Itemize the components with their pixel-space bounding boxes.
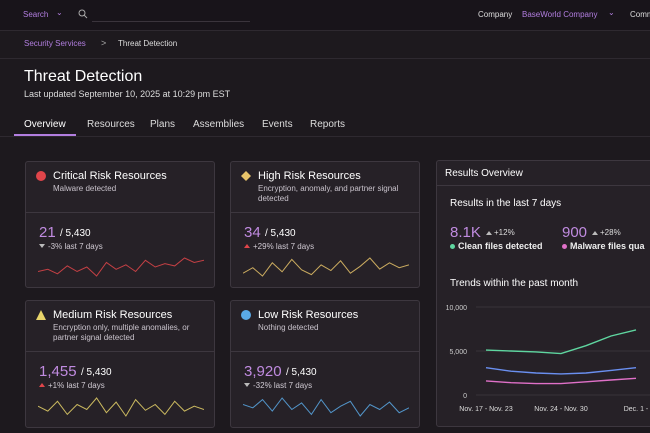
active-tab-indicator [14,134,76,136]
risk-card[interactable]: High Risk Resources Encryption, anomaly, … [230,161,420,288]
card-subtitle: Malware detected [53,184,117,193]
icon-shape [241,171,251,181]
company-dropdown[interactable]: BaseWorld Company [522,10,598,19]
risk-count: 1,455 [39,363,77,380]
stat-change: +12% [494,228,515,237]
divider [26,351,214,352]
risk-count: 21 [39,224,56,241]
x-tick-label: Dec. 1 - [624,406,649,413]
change-text: -3% last 7 days [48,242,103,251]
sparkline [243,257,409,277]
stat-label: Clean files detected [458,241,543,251]
risk-icon [36,171,46,181]
change-text: -32% last 7 days [253,381,313,390]
section-title: Trends within the past month [450,278,579,289]
sparkline-line [38,397,204,417]
results-panel [436,160,650,427]
card-title: Medium Risk Resources [53,309,173,321]
card-subtitle: Encryption only, multiple anomalies, or … [53,323,190,342]
trend-arrow [244,244,250,248]
risk-count: 3,920 [244,363,282,380]
search-input[interactable] [92,21,250,22]
chevron: ⌄ [56,8,63,17]
change-text: +29% last 7 days [253,242,315,251]
trend-line [485,377,637,385]
legend-dot [562,244,567,249]
card-subtitle: Encryption, anomaly, and partner signal … [258,184,399,203]
divider [231,351,419,352]
icon-shape [241,310,251,320]
tab[interactable]: Resources [87,119,135,130]
risk-card[interactable]: Medium Risk Resources Encryption only, mu… [25,300,215,428]
tab[interactable]: Assemblies [193,119,245,130]
divider [0,136,650,137]
tab[interactable]: Events [262,119,293,130]
risk-total: / 5,430 [81,367,112,378]
company-label: Company [478,10,513,19]
risk-total: / 5,430 [265,228,296,239]
risk-icon [241,171,251,181]
card-title: Low Risk Resources [258,309,359,321]
breadcrumb-current: Threat Detection [118,39,178,48]
risk-icon [36,310,46,320]
section-title: Results in the last 7 days [450,198,562,209]
icon-shape [36,310,46,320]
divider [437,185,650,186]
y-tick-label: 0 [463,393,467,400]
y-tick-label: 10,000 [446,305,468,312]
card-title: High Risk Resources [258,170,361,182]
card-subtitle: Nothing detected [258,323,319,332]
tab[interactable]: Reports [310,119,346,130]
change-text: +1% last 7 days [48,381,105,390]
risk-count: 34 [244,224,261,241]
risk-card[interactable]: Critical Risk Resources Malware detected 2… [25,161,215,288]
stat-value: 900 [562,224,588,241]
y-tick-label: 5,000 [449,349,467,356]
stat-value: 8.1K [450,224,481,241]
risk-total: / 5,430 [286,367,317,378]
x-tick-label: Nov. 17 - Nov. 23 [459,406,513,413]
breadcrumb-link[interactable]: Security Services [24,39,86,48]
panel-title: Results Overview [445,168,523,179]
trend-arrow [486,231,492,235]
breadcrumb-separator: > [101,38,107,48]
trend-arrow [39,244,45,248]
sparkline-line [243,397,409,417]
divider [26,212,214,213]
risk-total: / 5,430 [60,228,91,239]
top-bar [0,0,650,31]
search-dropdown[interactable]: Search [23,10,49,19]
sparkline [38,257,204,277]
x-tick-label: Nov. 24 - Nov. 30 [534,406,588,413]
trend-line [485,329,637,355]
risk-card[interactable]: Low Risk Resources Nothing detected 3,920 /… [230,300,420,428]
sparkline [243,397,409,417]
sparkline [38,397,204,417]
icon-shape [36,171,46,181]
chevron: ⌄ [608,8,615,17]
stat-change: +28% [600,228,621,237]
search-icon [78,9,88,19]
divider [0,58,650,59]
legend-dot [450,244,455,249]
stat-label: Malware files qua [570,241,645,251]
trend-arrow [244,383,250,387]
risk-icon [241,310,251,320]
tab[interactable]: Plans [150,119,176,130]
nav-item[interactable]: Comm [630,10,650,19]
page-title: Threat Detection [24,68,143,85]
sparkline-line [243,257,409,277]
trend-arrow [592,231,598,235]
tab[interactable]: Overview [24,119,66,130]
last-updated: Last updated September 10, 2025 at 10:29… [24,89,231,99]
trend-arrow [39,383,45,387]
card-title: Critical Risk Resources [53,170,167,182]
divider [231,212,419,213]
trend-line [485,367,637,375]
sparkline-line [38,257,204,277]
trend-chart: 0 5,000 10,000 Nov. 17 - Nov. 23 Nov. 24 - N… [446,305,650,413]
